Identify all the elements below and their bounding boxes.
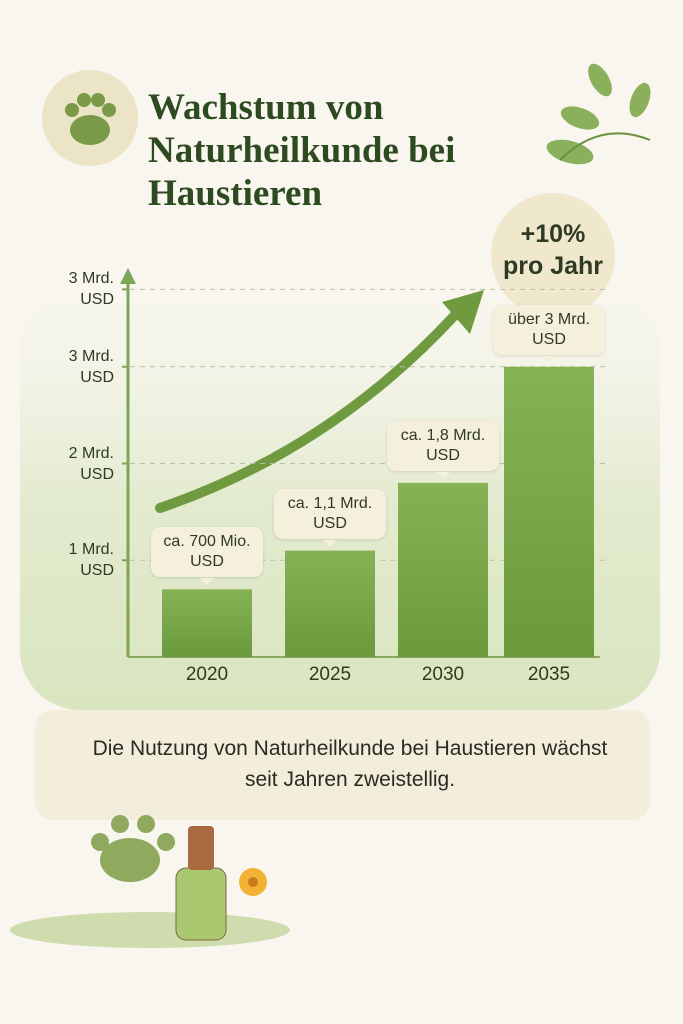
y-tick-label: 1 Mrd. USD xyxy=(68,541,114,580)
value-label: über 3 Mrd. USD xyxy=(493,304,605,363)
growth-arrow xyxy=(155,310,460,513)
leaf-decoration xyxy=(546,63,651,165)
bottom-decoration xyxy=(10,815,290,948)
x-tick-label: 2030 xyxy=(421,664,465,685)
bar xyxy=(162,589,252,657)
value-label: ca. 1,1 Mrd. USD xyxy=(274,488,386,547)
y-tick-label: 3 Mrd. USD xyxy=(68,347,114,386)
bar xyxy=(398,482,488,657)
bar xyxy=(504,366,594,657)
caption-panel xyxy=(35,710,650,820)
value-label: ca. 1,8 Mrd. USD xyxy=(387,420,499,479)
value-label: ca. 700 Mio. USD xyxy=(151,527,263,586)
annotation-badge xyxy=(491,193,615,317)
chart-title: Wachstum von Naturheilkunde bei Haustier… xyxy=(148,87,456,214)
caption: Die Nutzung von Naturheilkunde bei Haust… xyxy=(92,737,608,791)
x-tick-label: 2035 xyxy=(527,664,571,685)
y-tick-label: 2 Mrd. USD xyxy=(68,444,114,483)
bar xyxy=(285,550,375,657)
growth-arrow-head xyxy=(442,290,484,334)
paw-icon xyxy=(65,93,116,145)
x-tick-label: 2020 xyxy=(185,664,229,685)
y-tick-label: 3 Mrd. USD xyxy=(68,270,114,309)
annotation: +10% pro Jahr xyxy=(502,220,604,280)
x-tick-label: 2025 xyxy=(308,664,352,685)
y-axis-arrow xyxy=(120,268,136,284)
